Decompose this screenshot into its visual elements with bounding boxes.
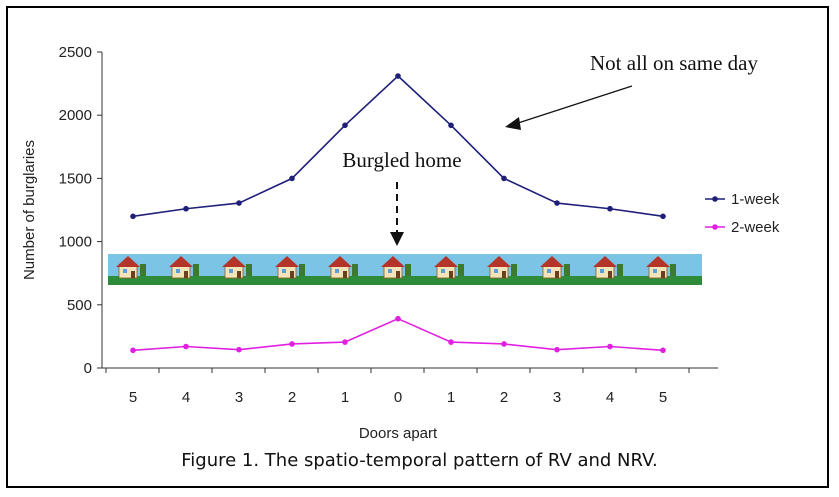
data-point — [183, 205, 189, 212]
x-tick-label: 2 — [500, 389, 508, 406]
legend-marker — [712, 224, 718, 230]
data-point — [236, 200, 242, 206]
data-point — [501, 175, 507, 182]
x-tick-label: 0 — [394, 389, 402, 406]
legend-label: 2-week — [731, 219, 780, 236]
annotation-not-same-day: Not all on same day — [590, 51, 758, 75]
y-tick-label: 2500 — [59, 44, 92, 61]
legend-label: 1-week — [731, 191, 780, 208]
data-point — [395, 315, 401, 322]
data-point — [554, 346, 560, 353]
x-tick-label: 1 — [341, 389, 349, 406]
house-icon — [275, 256, 305, 279]
data-point — [554, 200, 560, 206]
y-tick-label: 0 — [84, 360, 92, 377]
x-tick-label: 1 — [447, 389, 455, 406]
legend: 1-week 2-week — [705, 191, 780, 236]
annotation-burgled-home: Burgled home — [342, 148, 461, 172]
house-icon — [593, 256, 623, 279]
annotation-arrow-head — [505, 117, 521, 130]
y-tick-label: 1500 — [59, 170, 92, 187]
house-icon — [328, 256, 358, 279]
houses-grass — [108, 276, 702, 285]
data-point — [130, 347, 136, 354]
house-icon — [222, 256, 252, 279]
house-icon — [540, 256, 570, 279]
data-point — [342, 122, 348, 129]
data-point — [183, 343, 189, 350]
data-point — [448, 339, 454, 345]
y-axis-title: Number of burglaries — [21, 140, 38, 280]
y-tick-label: 2000 — [59, 107, 92, 124]
data-point — [607, 205, 613, 212]
house-icon — [646, 256, 676, 279]
data-point — [289, 175, 295, 182]
x-tick-label: 2 — [288, 389, 296, 406]
x-axis-title: Doors apart — [359, 425, 438, 442]
house-icon — [487, 256, 517, 279]
series-group — [130, 73, 666, 354]
figure-caption: Figure 1. The spatio-temporal pattern of… — [181, 450, 658, 471]
house-icon — [434, 256, 464, 279]
burgled-arrow-head — [390, 232, 404, 246]
series-line-1 — [132, 317, 664, 352]
x-tick-label: 4 — [606, 389, 614, 406]
data-point — [660, 347, 666, 354]
data-point — [342, 339, 348, 345]
house-icon — [169, 256, 199, 279]
data-point — [236, 346, 242, 353]
data-point — [660, 213, 666, 220]
x-tick-label: 5 — [129, 389, 137, 406]
x-tick-label: 4 — [182, 389, 190, 406]
data-point — [607, 343, 613, 350]
data-point — [395, 73, 401, 79]
x-tick-label: 5 — [659, 389, 667, 406]
y-tick-label: 1000 — [59, 234, 92, 251]
houses-strip — [108, 254, 702, 285]
x-tick-label: 3 — [235, 389, 243, 406]
y-tick-label: 500 — [67, 297, 92, 314]
figure-frame — [6, 6, 829, 488]
x-tick-label: 3 — [553, 389, 561, 406]
data-point — [130, 213, 136, 220]
legend-marker — [712, 196, 718, 202]
y-ticks: 0 500 1000 1500 2000 2500 — [59, 44, 102, 377]
house-icon — [116, 256, 146, 279]
house-icon — [381, 256, 411, 279]
annotation-arrow-line — [514, 85, 633, 125]
x-ticks: 5 4 3 2 1 0 1 2 3 4 5 — [105, 368, 690, 406]
data-point — [448, 122, 454, 129]
data-point — [501, 341, 507, 347]
data-point — [289, 341, 295, 347]
